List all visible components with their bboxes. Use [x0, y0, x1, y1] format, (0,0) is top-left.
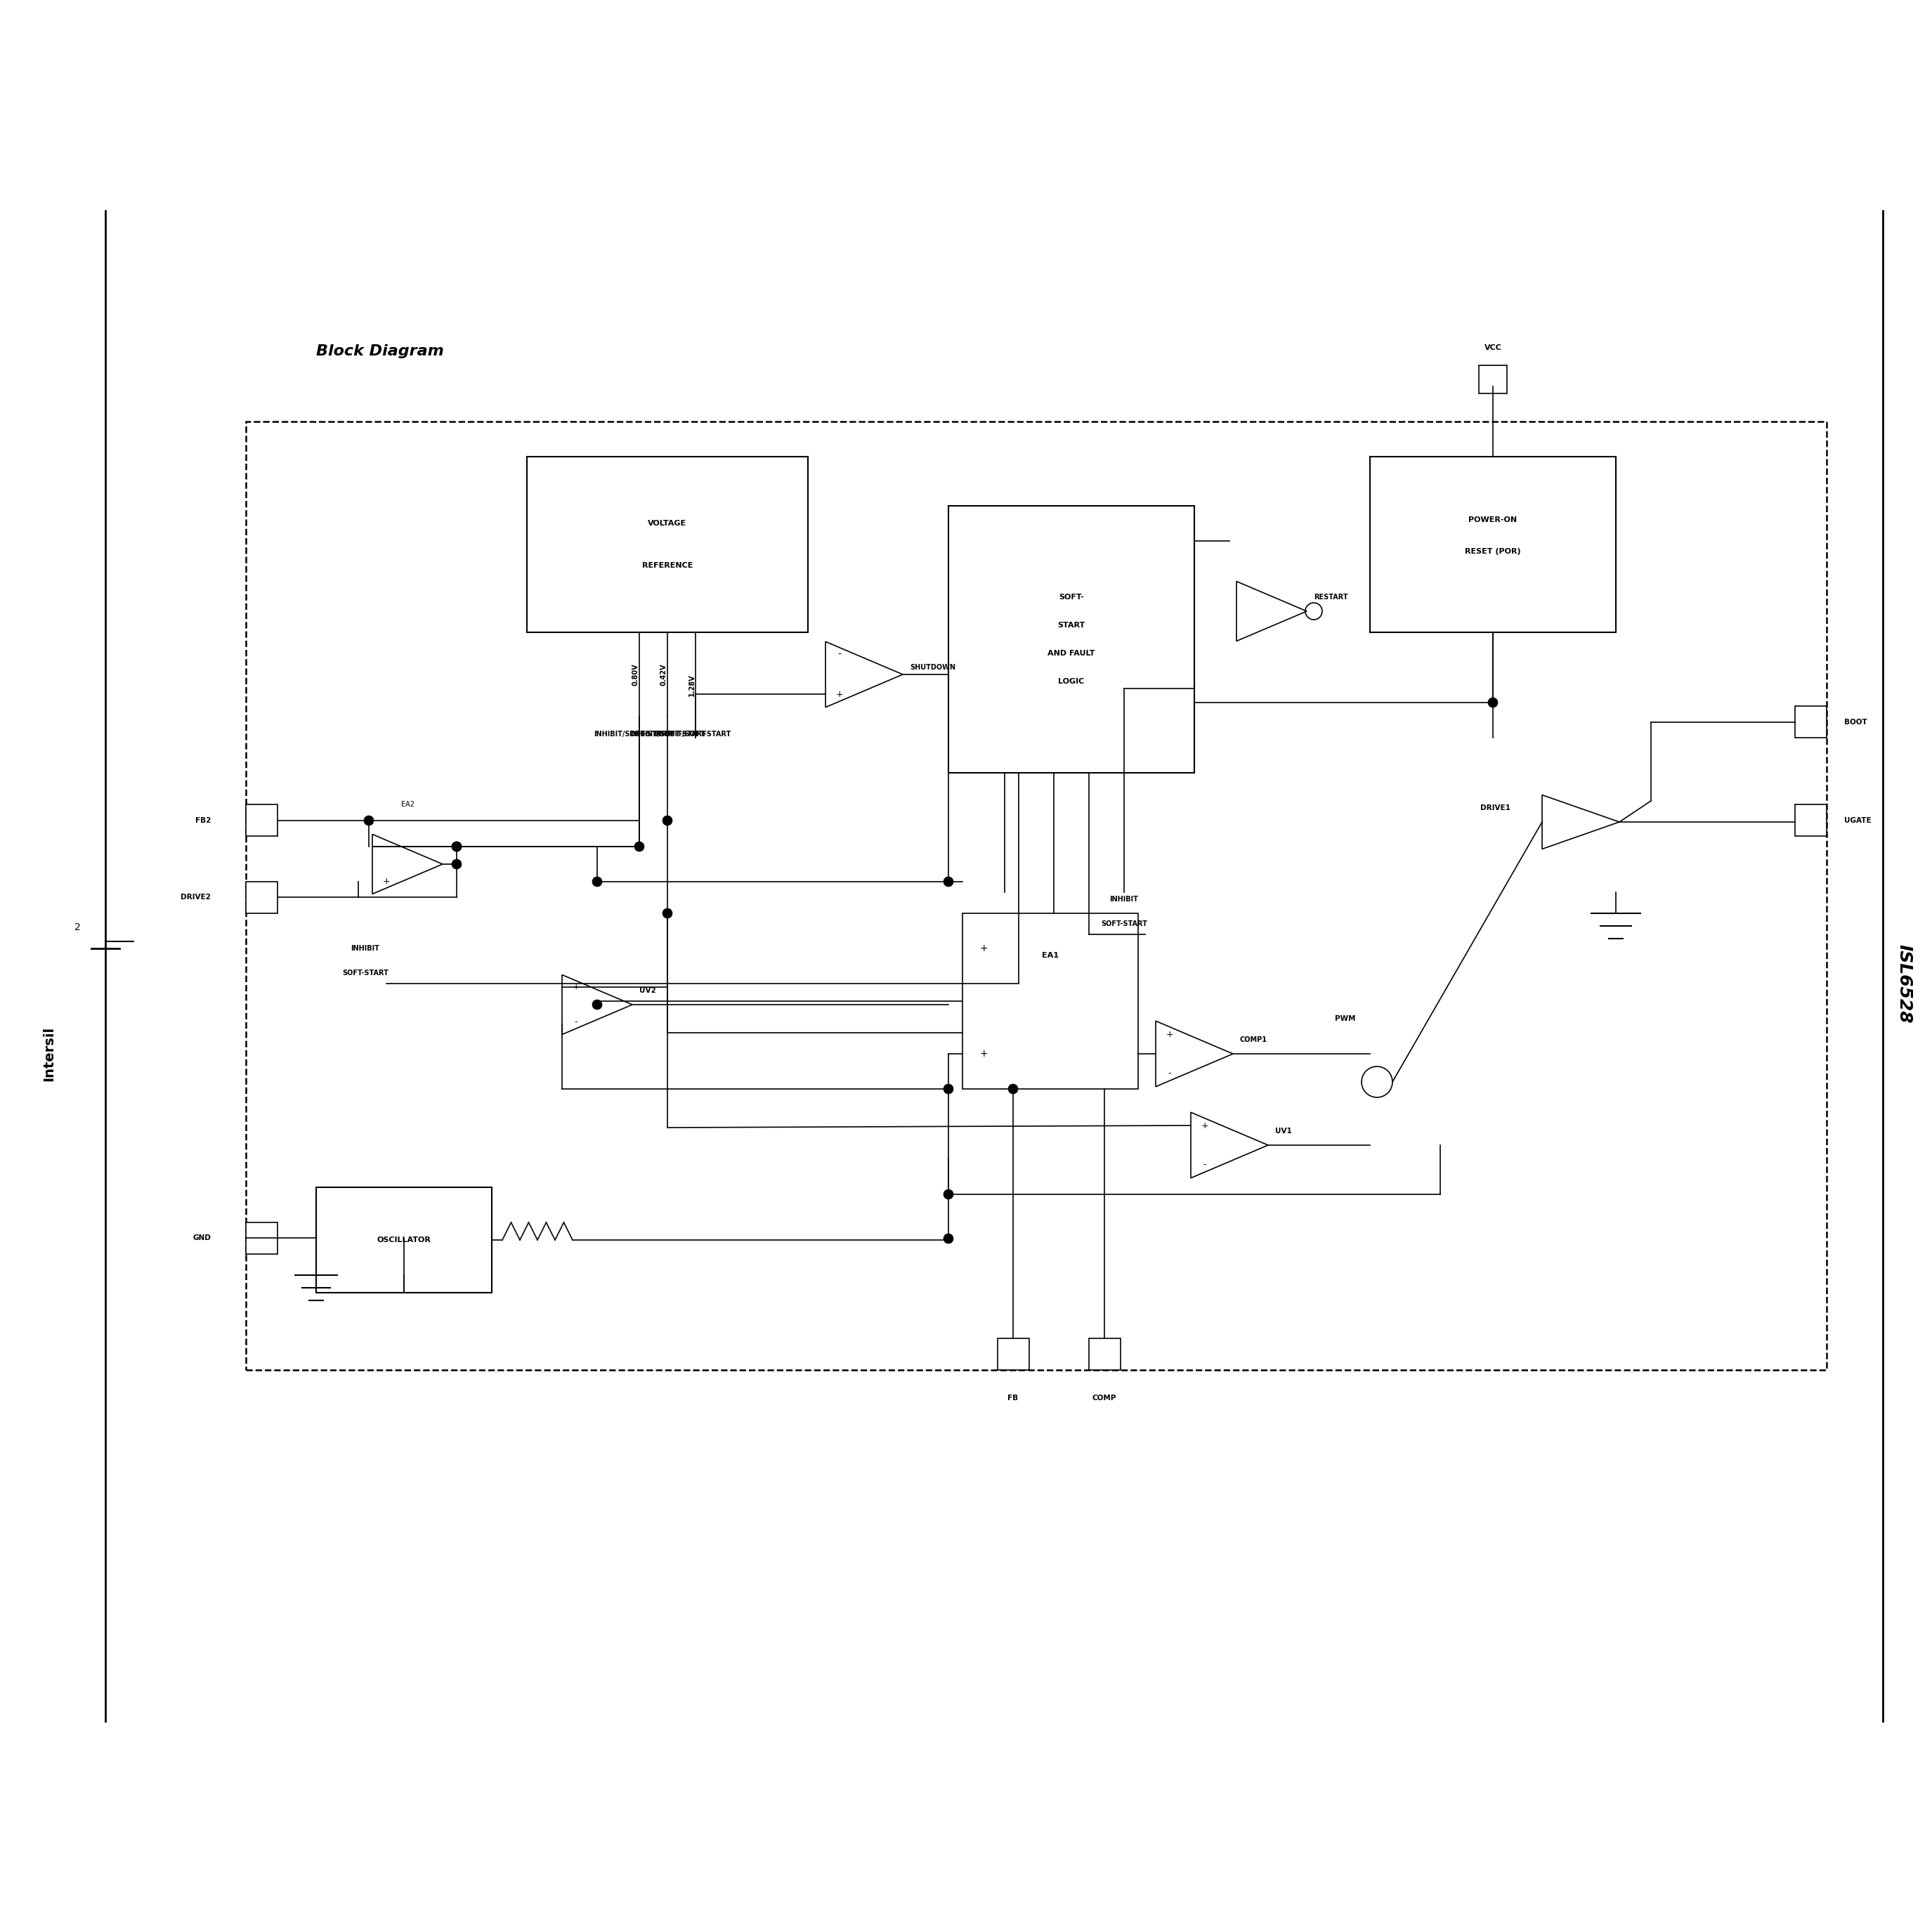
Text: +: + — [980, 1049, 987, 1059]
Text: UV1: UV1 — [1275, 1128, 1293, 1134]
Text: PWM: PWM — [1335, 1014, 1356, 1022]
Text: 0.42V: 0.42V — [661, 663, 667, 686]
Text: +: + — [837, 690, 842, 699]
Text: +: + — [383, 877, 390, 887]
Text: -: - — [574, 1018, 578, 1026]
Text: VCC: VCC — [1484, 344, 1501, 352]
Text: REFERENCE: REFERENCE — [641, 562, 694, 570]
Text: 1.28V: 1.28V — [688, 674, 696, 696]
Bar — [1478, 365, 1507, 394]
Circle shape — [1488, 697, 1497, 707]
Circle shape — [452, 842, 462, 852]
Text: Intersil: Intersil — [43, 1026, 56, 1082]
Bar — [245, 804, 278, 837]
Bar — [997, 1339, 1030, 1370]
Text: -: - — [1204, 1161, 1206, 1169]
Text: Block Diagram: Block Diagram — [317, 344, 444, 357]
Bar — [245, 421, 1826, 1370]
Circle shape — [593, 999, 603, 1010]
Circle shape — [663, 908, 672, 918]
Text: EA1: EA1 — [1041, 952, 1059, 958]
Bar — [1795, 804, 1826, 837]
Text: INHIBIT/SOFT-START: INHIBIT/SOFT-START — [653, 730, 730, 738]
Text: FB: FB — [1009, 1395, 1018, 1401]
Text: START: START — [1057, 622, 1086, 628]
Bar — [527, 456, 808, 632]
Text: +: + — [1202, 1121, 1209, 1130]
Circle shape — [452, 842, 462, 852]
Bar — [317, 1188, 493, 1293]
Text: VOLTAGE: VOLTAGE — [647, 520, 686, 527]
Text: OSCILLATOR: OSCILLATOR — [377, 1236, 431, 1244]
Text: INHIBIT/SOFT-START: INHIBIT/SOFT-START — [628, 730, 707, 738]
Text: SOFT-START: SOFT-START — [1101, 920, 1148, 927]
Text: +: + — [572, 983, 580, 991]
Circle shape — [943, 1235, 952, 1244]
Circle shape — [943, 877, 952, 887]
Circle shape — [943, 1190, 952, 1200]
Text: COMP: COMP — [1092, 1395, 1117, 1401]
Circle shape — [663, 815, 672, 825]
Text: INHIBIT/SOFT-START: INHIBIT/SOFT-START — [593, 730, 670, 738]
Text: EA2: EA2 — [400, 802, 413, 808]
Circle shape — [634, 842, 643, 852]
Text: RESET (POR): RESET (POR) — [1464, 549, 1520, 554]
Text: INHIBIT: INHIBIT — [352, 945, 381, 952]
Circle shape — [943, 1084, 952, 1094]
Bar — [1090, 1339, 1121, 1370]
Text: RESTART: RESTART — [1314, 593, 1349, 601]
Text: +: + — [1167, 1030, 1173, 1039]
Bar — [1370, 456, 1615, 632]
Text: UGATE: UGATE — [1845, 817, 1872, 825]
Text: DRIVE1: DRIVE1 — [1480, 804, 1511, 811]
Text: INHIBIT: INHIBIT — [1109, 896, 1138, 902]
Bar — [245, 1223, 278, 1254]
Circle shape — [363, 815, 373, 825]
Bar — [245, 881, 278, 914]
Bar — [949, 506, 1194, 773]
Text: POWER-ON: POWER-ON — [1468, 516, 1517, 524]
Text: -: - — [838, 649, 840, 659]
Text: +: + — [980, 943, 987, 952]
Circle shape — [452, 860, 462, 869]
Text: SHUTDOWN: SHUTDOWN — [910, 665, 956, 670]
Text: ISL6528: ISL6528 — [1895, 945, 1913, 1024]
Text: DRIVE2: DRIVE2 — [182, 895, 211, 900]
Circle shape — [593, 877, 603, 887]
Circle shape — [1009, 1084, 1018, 1094]
Text: BOOT: BOOT — [1845, 719, 1866, 726]
Text: -: - — [384, 842, 388, 852]
Bar — [962, 914, 1138, 1090]
Text: GND: GND — [193, 1235, 211, 1242]
Text: -: - — [1169, 1068, 1171, 1078]
Text: UV2: UV2 — [639, 987, 657, 995]
Text: COMP1: COMP1 — [1240, 1036, 1267, 1043]
Text: 2: 2 — [73, 922, 81, 933]
Text: FB2: FB2 — [195, 817, 211, 825]
Bar — [1795, 705, 1826, 738]
Text: SOFT-: SOFT- — [1059, 593, 1084, 601]
Text: AND FAULT: AND FAULT — [1047, 649, 1095, 657]
Text: LOGIC: LOGIC — [1059, 678, 1084, 686]
Text: 0.80V: 0.80V — [632, 663, 639, 686]
Text: SOFT-START: SOFT-START — [342, 970, 388, 976]
